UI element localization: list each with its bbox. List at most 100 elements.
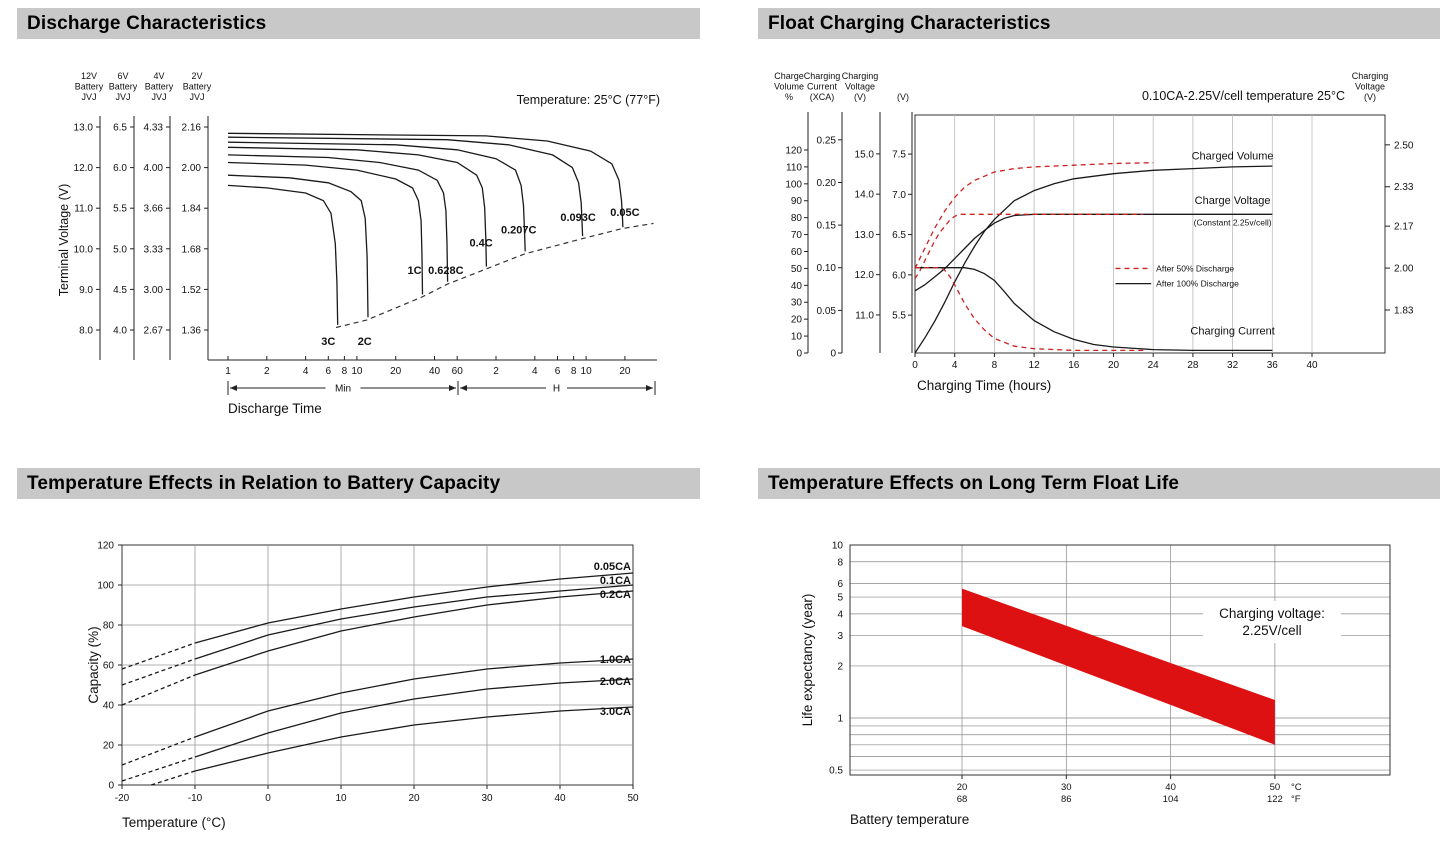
- series-label: 3.0CA: [600, 706, 631, 718]
- section-header-temp-capacity: Temperature Effects in Relation to Batte…: [17, 468, 700, 499]
- x-unit-fahrenheit: °F: [1291, 794, 1301, 805]
- y-axis-header: Voltage: [845, 82, 875, 92]
- tick-label: 5.5: [892, 311, 906, 322]
- series-label: 0.05C: [610, 207, 639, 219]
- y-axis-header: 6V: [117, 71, 128, 81]
- tick-label: 40: [1306, 360, 1318, 371]
- tick-label: 8: [571, 366, 577, 377]
- tick-label: 2.00: [182, 163, 202, 174]
- chart-annotation: 2.25V/cell: [1242, 623, 1301, 638]
- series-label: 1C: [408, 265, 422, 277]
- y-axis-title: Capacity (%): [86, 626, 101, 703]
- tick-label: 10.0: [74, 244, 94, 255]
- tick-label: 3.33: [144, 244, 164, 255]
- tick-label: 7.0: [892, 190, 906, 201]
- x-axis-title: Battery temperature: [850, 812, 969, 827]
- curve-label: Charged Volume: [1192, 150, 1274, 162]
- tick-label: 1.83: [1394, 305, 1414, 316]
- tick-label: 4: [532, 366, 538, 377]
- series-label: 0.1CA: [600, 575, 631, 587]
- series-3.0CA-dashed: [151, 770, 196, 786]
- legend-label: After 100% Discharge: [1156, 279, 1239, 289]
- tick-label: 120: [97, 541, 114, 552]
- tick-label: 120: [785, 145, 802, 156]
- tick-label: 13.0: [855, 230, 875, 241]
- tick-label: 1: [225, 366, 231, 377]
- y-axis-header: (V): [897, 92, 909, 102]
- series-0.207C: [227, 141, 526, 252]
- tick-label: 5.5: [113, 204, 127, 215]
- series-label: 0.2CA: [600, 589, 631, 601]
- series-charged-volume-50: [914, 162, 1154, 269]
- tick-label: 6.0: [113, 163, 127, 174]
- section-title-float-life: Temperature Effects on Long Term Float L…: [768, 472, 1180, 494]
- y-axis-header: JVJ: [189, 92, 204, 102]
- y-axis-header: 12V: [81, 71, 97, 81]
- tick-label: 2.50: [1394, 140, 1414, 151]
- tick-label: 0.05: [817, 306, 837, 317]
- tick-label: 4: [952, 360, 958, 371]
- tick-label: 0: [830, 349, 836, 360]
- y-axis-header: Battery: [145, 82, 174, 92]
- tick-label: 9.0: [79, 285, 93, 296]
- tick-label: 40: [429, 366, 441, 377]
- tick-label: 60: [103, 661, 115, 672]
- tick-label: 4: [837, 609, 843, 620]
- series-label: 0.628C: [428, 265, 464, 277]
- chart-temp-capacity: -20 -10 0 10 20 30 40 50 0 20 40 60 80 100 120 0.05CA 0.…: [86, 541, 639, 831]
- tick-label: 0.5: [829, 766, 843, 777]
- tick-label: 40: [791, 281, 803, 292]
- tick-label: 4.5: [113, 285, 127, 296]
- tick-label: 4.33: [144, 123, 164, 134]
- life-expectancy-band: [962, 588, 1275, 745]
- tick-label: 11.0: [74, 204, 93, 215]
- series-label: 1.0CA: [600, 654, 631, 666]
- series-0.05CA-dashed: [121, 642, 196, 670]
- series-label: 0.093C: [560, 212, 596, 224]
- arrowhead: [230, 385, 237, 391]
- tick-label: 0: [796, 349, 802, 360]
- tick-label: 2.67: [144, 326, 164, 337]
- tick-label: 110: [786, 162, 802, 173]
- tick-label: 2.16: [182, 123, 202, 134]
- curve-label: Charge Voltage: [1195, 195, 1271, 207]
- y-axis-header: Battery: [109, 82, 138, 92]
- y-axis-header: Charging: [1352, 71, 1389, 81]
- tick-label: 10: [791, 332, 803, 343]
- tick-label-celsius: 40: [1165, 782, 1176, 793]
- series-0.2CA-dashed: [121, 674, 196, 706]
- y-axis-header: 4V: [153, 71, 164, 81]
- tick-label: 5: [837, 593, 843, 604]
- label-mask: [546, 381, 567, 394]
- y-axis-header: Charge: [774, 71, 804, 81]
- series-0.628C: [227, 154, 449, 282]
- series-3.0CA: [194, 706, 634, 772]
- tick-label: 15.0: [855, 149, 875, 160]
- tick-label: 6.5: [892, 230, 906, 241]
- tick-label: 2: [264, 366, 270, 377]
- tick-label: 12: [1029, 360, 1041, 371]
- tick-label: 0.10: [817, 263, 837, 274]
- tick-label: 0.25: [817, 135, 837, 146]
- plot-frame: [914, 114, 1386, 354]
- tick-label: 8: [837, 557, 843, 568]
- arrowhead: [646, 385, 653, 391]
- tick-label: 4.00: [144, 163, 164, 174]
- tick-label: 12.0: [74, 163, 94, 174]
- tick-label: 1.68: [182, 244, 202, 255]
- tick-label: 0.20: [817, 178, 837, 189]
- series-charge-voltage-50: [914, 213, 1144, 280]
- tick-label-fahrenheit: 122: [1267, 794, 1283, 805]
- tick-label: 0: [265, 793, 271, 804]
- tick-label: 80: [103, 621, 115, 632]
- tick-label: 6.0: [892, 270, 906, 281]
- tick-label: 20: [408, 793, 420, 804]
- tick-label: 0: [108, 781, 114, 792]
- series-1C: [227, 161, 424, 295]
- section-header-float-charging: Float Charging Characteristics: [758, 8, 1440, 39]
- y-axis-header: (V): [1364, 92, 1376, 102]
- x-section-label: H: [553, 384, 560, 395]
- tick-label: 90: [791, 196, 803, 207]
- tick-label: 6.5: [113, 123, 127, 134]
